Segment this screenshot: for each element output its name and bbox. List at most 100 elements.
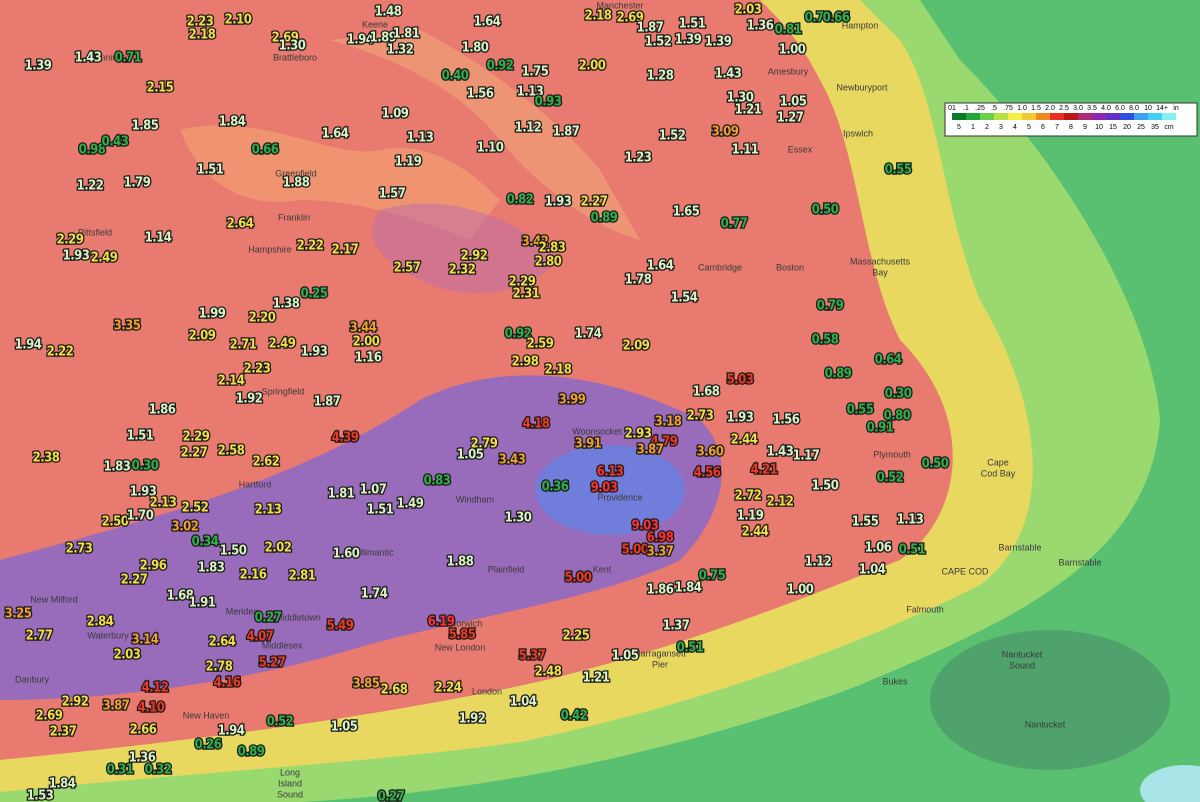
legend-cm-label: 6 (1041, 124, 1045, 131)
place-label: Middlesex (262, 640, 303, 650)
amount-label: 1.86 (647, 583, 674, 598)
legend-in-label: 1.0 (1017, 105, 1027, 112)
amount-label: 5.85 (449, 628, 476, 643)
amount-label: 1.39 (675, 33, 702, 48)
legend-in-label: 2.5 (1059, 105, 1069, 112)
legend-swatch (1064, 113, 1078, 120)
place-label: CAPE COD (941, 566, 989, 576)
amount-label: 1.92 (236, 392, 263, 407)
amount-label: 3.37 (647, 545, 674, 560)
island-area (930, 630, 1170, 770)
amount-label: 2.09 (623, 339, 650, 354)
legend-cm-label: 7 (1055, 124, 1059, 131)
place-label: Cambridge (698, 262, 742, 272)
amount-label: 2.64 (209, 635, 236, 650)
place-label: Franklin (278, 212, 310, 222)
amount-label: 2.96 (140, 559, 167, 574)
amount-label: 1.53 (27, 789, 54, 802)
place-label: Springfield (262, 386, 305, 396)
amount-label: 5.49 (327, 619, 354, 634)
amount-label: 2.22 (47, 345, 74, 360)
amount-label: 2.09 (189, 329, 216, 344)
amount-label: 1.11 (732, 143, 759, 158)
amount-label: 0.26 (195, 738, 222, 753)
amount-label: 2.78 (206, 660, 233, 675)
amount-label: 1.19 (395, 155, 422, 170)
amount-label: 2.66 (130, 723, 157, 738)
legend-cm-label: cm (1164, 124, 1174, 131)
amount-label: 0.71 (115, 51, 142, 66)
amount-label: 1.64 (322, 127, 349, 142)
legend-in-label: .5 (991, 105, 997, 112)
amount-label: 2.93 (625, 427, 652, 442)
place-label: Cod Bay (981, 468, 1016, 478)
amount-label: 1.55 (852, 515, 879, 530)
legend-cm-label: 5 (1027, 124, 1031, 131)
place-label: Woonsocket (572, 426, 622, 436)
amount-label: 2.13 (150, 496, 177, 511)
amount-label: 0.79 (817, 299, 844, 314)
place-label: Greenfield (275, 168, 317, 178)
amount-label: 1.93 (301, 345, 328, 360)
place-label: Bennington (89, 52, 135, 62)
amount-label: 1.94 (218, 724, 245, 739)
amount-label: 3.99 (559, 393, 586, 408)
amount-label: 2.12 (767, 495, 794, 510)
legend-cm-label: 1 (971, 124, 975, 131)
amount-label: 1.93 (130, 485, 157, 500)
amount-label: 1.09 (382, 107, 409, 122)
amount-label: 2.13 (255, 503, 282, 518)
amount-label: 2.24 (435, 681, 462, 696)
amount-label: 1.84 (219, 115, 246, 130)
amount-label: 5.03 (727, 373, 754, 388)
amount-label: 1.81 (328, 487, 355, 502)
legend-cm-label: 35 (1151, 124, 1159, 131)
amount-label: 0.52 (877, 471, 904, 486)
amount-label: 1.87 (314, 395, 341, 410)
legend-in-label: 10 (1144, 105, 1152, 112)
amount-label: 1.04 (859, 563, 886, 578)
legend-swatch (1008, 113, 1022, 120)
amount-label: 2.18 (545, 363, 572, 378)
amount-label: 2.00 (579, 59, 606, 74)
amount-label: 1.80 (462, 41, 489, 56)
amount-label: 1.16 (355, 351, 382, 366)
amount-label: 2.16 (240, 568, 267, 583)
amount-label: 1.93 (63, 249, 90, 264)
amount-label: 2.29 (57, 233, 84, 248)
amount-label: 1.51 (367, 503, 394, 518)
amount-label: 2.23 (244, 362, 271, 377)
amount-label: 0.52 (267, 715, 294, 730)
amount-label: 2.62 (253, 455, 280, 470)
legend-swatch (966, 113, 980, 120)
amount-label: 1.56 (467, 87, 494, 102)
place-label: Kent (593, 564, 612, 574)
legend-in-label: .25 (975, 105, 985, 112)
amount-label: 0.89 (238, 745, 265, 760)
amount-label: 0.98 (79, 143, 106, 158)
amount-label: 1.79 (124, 176, 151, 191)
legend-cm-label: 15 (1109, 124, 1117, 131)
place-label: Pittsfield (78, 227, 112, 237)
amount-label: 1.48 (375, 5, 402, 20)
amount-label: 2.18 (189, 28, 216, 43)
amount-label: 1.13 (407, 131, 434, 146)
amount-label: 6.19 (428, 615, 455, 630)
amount-label: 2.69 (36, 709, 63, 724)
amount-label: 2.92 (62, 695, 89, 710)
amount-label: 0.66 (823, 11, 850, 26)
place-label: Middletown (275, 612, 321, 622)
amount-label: 1.54 (671, 291, 698, 306)
amount-label: 2.69 (617, 11, 644, 26)
amount-label: 1.05 (780, 95, 807, 110)
legend-cm-label: 10 (1095, 124, 1103, 131)
place-label: Sound (277, 789, 303, 799)
legend-swatch (980, 113, 994, 120)
place-label: Manchester (596, 0, 643, 10)
place-label: Amesbury (768, 66, 809, 76)
amount-label: 2.68 (381, 683, 408, 698)
amount-label: 1.68 (167, 589, 194, 604)
legend: 01 .1 .25 .5 .75 1.0 1.5 2.0 2.5 3.0 3.5 4.0 6.0 8.0 1… (944, 102, 1198, 137)
amount-label: 2.18 (585, 9, 612, 24)
